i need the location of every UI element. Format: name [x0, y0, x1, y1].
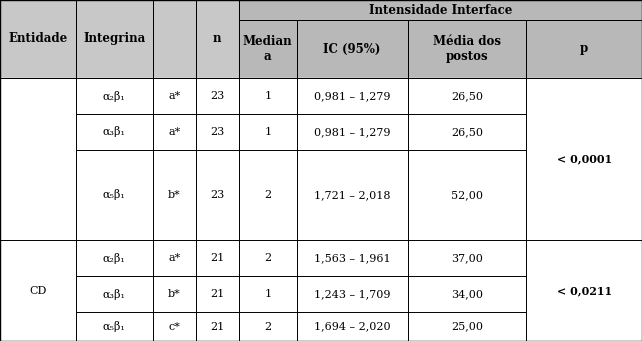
Bar — [297, 78, 408, 114]
Text: 23: 23 — [210, 91, 225, 101]
Bar — [76, 276, 153, 312]
Text: b*: b* — [168, 289, 180, 299]
Bar — [153, 276, 196, 312]
Bar — [297, 312, 408, 341]
Text: α₂β₁: α₂β₁ — [103, 90, 126, 102]
Text: 37,00: 37,00 — [451, 253, 483, 263]
Text: 2: 2 — [264, 190, 272, 200]
Text: 23: 23 — [210, 127, 225, 137]
Bar — [153, 0, 196, 78]
Bar — [76, 0, 153, 78]
Bar — [408, 312, 526, 341]
Text: 1,563 – 1,961: 1,563 – 1,961 — [314, 253, 390, 263]
Bar — [196, 78, 239, 114]
Text: b*: b* — [168, 190, 180, 200]
Text: IC (95%): IC (95%) — [324, 43, 381, 56]
Text: 1: 1 — [264, 127, 272, 137]
Text: a*: a* — [168, 127, 180, 137]
Bar — [153, 312, 196, 341]
Text: 23: 23 — [210, 190, 225, 200]
Bar — [239, 114, 297, 150]
Bar — [408, 78, 526, 114]
Bar — [408, 114, 526, 150]
Text: 1: 1 — [264, 91, 272, 101]
Bar — [153, 114, 196, 150]
Bar — [76, 114, 153, 150]
Text: 1,243 – 1,709: 1,243 – 1,709 — [314, 289, 390, 299]
Bar — [297, 114, 408, 150]
Bar — [0, 78, 76, 240]
Text: 21: 21 — [210, 289, 225, 299]
Text: a*: a* — [168, 91, 180, 101]
Text: Integrina: Integrina — [83, 32, 145, 45]
Bar — [153, 150, 196, 240]
Text: 26,50: 26,50 — [451, 127, 483, 137]
Bar — [196, 276, 239, 312]
Bar — [408, 276, 526, 312]
Text: α₃β₁: α₃β₁ — [103, 127, 126, 137]
Text: 21: 21 — [210, 253, 225, 263]
Bar — [196, 150, 239, 240]
Bar — [239, 78, 297, 114]
Bar — [0, 240, 76, 341]
Text: c*: c* — [168, 322, 180, 331]
Text: 0,981 – 1,279: 0,981 – 1,279 — [314, 127, 390, 137]
Bar — [196, 240, 239, 276]
Text: 2: 2 — [264, 322, 272, 331]
Bar — [297, 240, 408, 276]
Bar — [526, 20, 642, 78]
Text: CD: CD — [29, 285, 47, 296]
Text: < 0,0211: < 0,0211 — [557, 285, 612, 296]
Text: 25,00: 25,00 — [451, 322, 483, 331]
Text: Média dos
postos: Média dos postos — [433, 35, 501, 63]
Bar — [196, 312, 239, 341]
Text: 0,981 – 1,279: 0,981 – 1,279 — [314, 91, 390, 101]
Text: a*: a* — [168, 253, 180, 263]
Text: α₅β₁: α₅β₁ — [103, 190, 126, 201]
Text: Intensidade Interface: Intensidade Interface — [369, 3, 512, 16]
Bar — [408, 150, 526, 240]
Bar — [408, 240, 526, 276]
Text: α₅β₁: α₅β₁ — [103, 321, 126, 332]
Text: < 0,0001: < 0,0001 — [557, 153, 612, 164]
Text: 34,00: 34,00 — [451, 289, 483, 299]
Text: 2: 2 — [264, 253, 272, 263]
Text: α₂β₁: α₂β₁ — [103, 252, 126, 264]
Text: 1: 1 — [264, 289, 272, 299]
Bar — [239, 276, 297, 312]
Bar — [408, 20, 526, 78]
Text: 1,721 – 2,018: 1,721 – 2,018 — [314, 190, 390, 200]
Text: 1,694 – 2,020: 1,694 – 2,020 — [314, 322, 390, 331]
Text: p: p — [580, 43, 588, 56]
Bar — [239, 240, 297, 276]
Bar — [297, 276, 408, 312]
Text: 26,50: 26,50 — [451, 91, 483, 101]
Bar — [196, 114, 239, 150]
Text: n: n — [213, 32, 221, 45]
Bar — [76, 150, 153, 240]
Bar — [196, 0, 239, 78]
Bar — [76, 240, 153, 276]
Bar — [239, 0, 642, 20]
Bar — [76, 312, 153, 341]
Bar — [153, 240, 196, 276]
Bar — [297, 20, 408, 78]
Bar — [0, 0, 76, 78]
Bar — [239, 150, 297, 240]
Bar — [239, 20, 297, 78]
Text: α₃β₁: α₃β₁ — [103, 288, 126, 299]
Bar — [153, 78, 196, 114]
Bar — [526, 240, 642, 341]
Bar — [76, 78, 153, 114]
Bar — [297, 150, 408, 240]
Text: Median
a: Median a — [243, 35, 293, 63]
Bar — [526, 78, 642, 240]
Text: 52,00: 52,00 — [451, 190, 483, 200]
Text: 21: 21 — [210, 322, 225, 331]
Bar — [239, 312, 297, 341]
Text: Entidade: Entidade — [8, 32, 67, 45]
